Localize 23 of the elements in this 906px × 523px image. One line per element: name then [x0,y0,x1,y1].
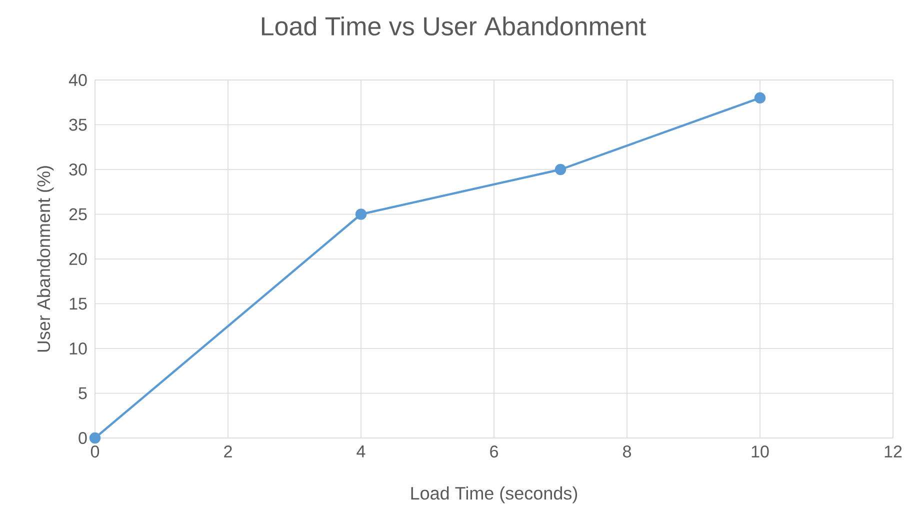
y-tick-label: 0 [78,432,87,444]
x-tick-label: 8 [623,446,631,458]
y-tick-label: 30 [69,163,87,176]
x-tick-label: 0 [90,446,100,458]
x-tick-label: 4 [356,446,366,458]
x-tick-label: 12 [884,446,902,458]
y-tick-label: 5 [78,387,87,400]
point [554,164,566,176]
y-axis-title: User Abandonment (%) [36,166,54,352]
y-tick-label: 35 [69,118,87,131]
point [754,92,766,104]
x-tick-label: 2 [224,446,232,458]
point [355,208,367,220]
y-tick-label: 40 [68,74,87,86]
point [89,432,101,444]
x-axis-title: Load Time (seconds) [411,486,578,504]
chart-title: Load Time vs User Abandonment [262,16,646,36]
y-tick-label: 20 [69,252,87,266]
y-tick-label: 15 [70,298,87,310]
x-tick-label: 10 [752,446,769,458]
y-tick-label: 10 [70,342,87,355]
y-tick-label: 25 [69,208,87,220]
x-tick-label: 6 [490,446,498,458]
